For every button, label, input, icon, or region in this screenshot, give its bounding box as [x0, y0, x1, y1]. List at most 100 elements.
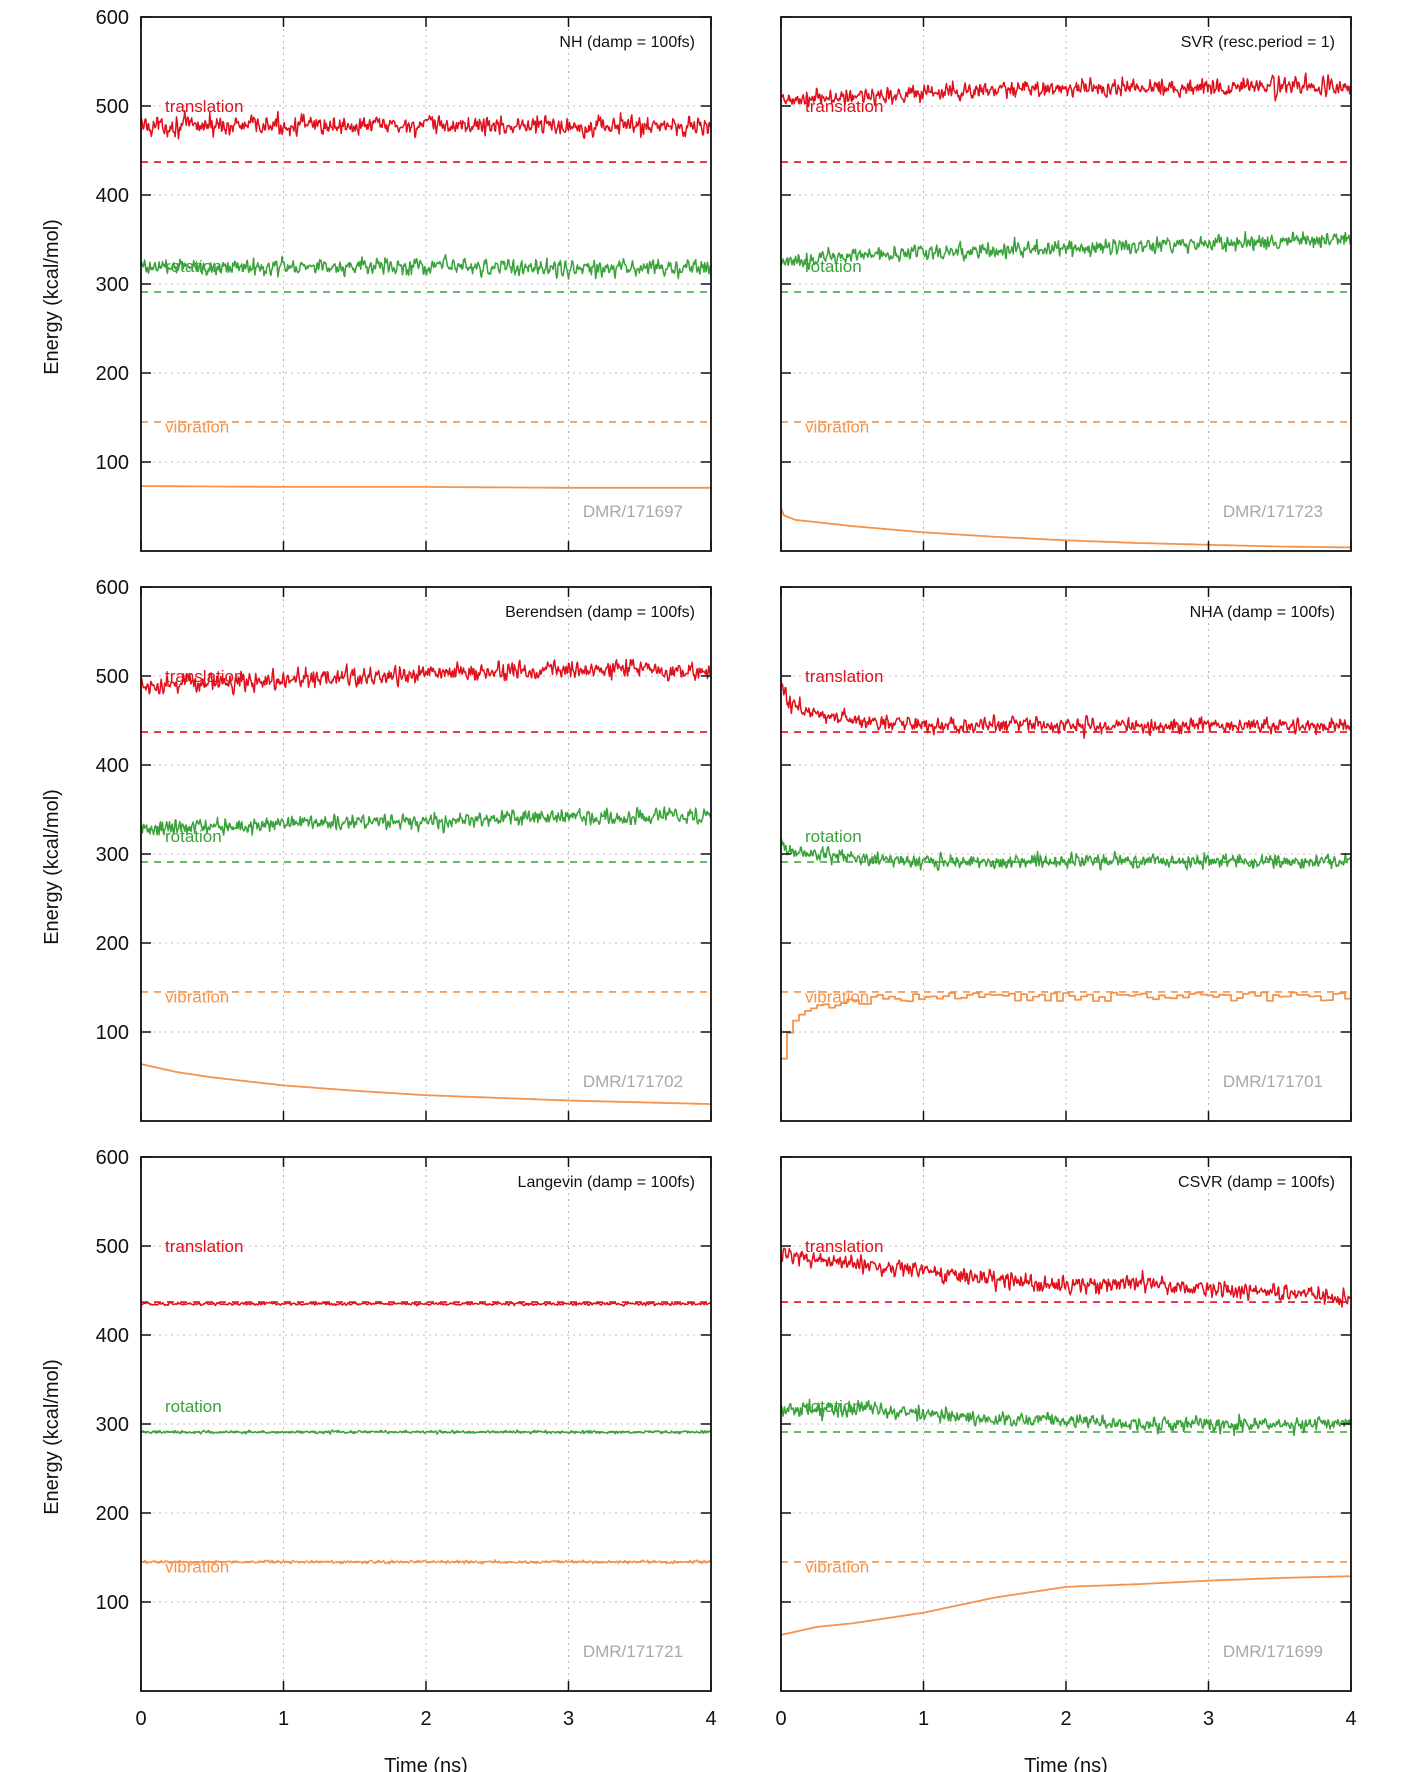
y-tick-label: 500 [96, 1236, 129, 1258]
ticks [140, 586, 712, 1121]
series-line-translation [141, 109, 711, 140]
grid [141, 1157, 711, 1691]
series-line-rotation [781, 836, 1351, 872]
series-label-vibration: vibration [165, 1557, 229, 1576]
series-label-rotation: rotation [805, 257, 862, 276]
series-label-vibration: vibration [165, 987, 229, 1006]
panel-langevin: translation rotation vibration Langevin (da… [41, 1147, 717, 1772]
panel-nh: translation rotation vibration NH (damp = 1… [41, 7, 712, 552]
ticks [780, 586, 1352, 1121]
panel-title: CSVR (damp = 100fs) [1178, 1174, 1335, 1191]
x-axis-label: Time (ns) [384, 1755, 468, 1772]
series-label-translation: translation [165, 1237, 243, 1256]
y-tick-label: 400 [96, 1325, 129, 1347]
x-axis-label: Time (ns) [1024, 1755, 1108, 1772]
x-tick-label: 1 [918, 1708, 929, 1730]
x-tick-label: 0 [775, 1708, 786, 1730]
x-tick-label: 3 [563, 1708, 574, 1730]
y-axis-label: Energy (kcal/mol) [41, 219, 63, 375]
x-tick-label: 3 [1203, 1708, 1214, 1730]
panel-id-label: DMR/171697 [583, 502, 683, 521]
x-tick-label: 1 [278, 1708, 289, 1730]
panel-svr: translation rotation vibration SVR (resc.pe… [780, 16, 1352, 552]
series-label-translation: translation [805, 1237, 883, 1256]
series-group [781, 1247, 1351, 1636]
x-tick-label: 4 [705, 1708, 716, 1730]
series-label-translation: translation [165, 97, 243, 116]
series-line-translation [781, 683, 1351, 739]
grid [781, 17, 1351, 551]
grid [781, 587, 1351, 1121]
panel-id-label: DMR/171721 [583, 1642, 683, 1661]
series-line-vibration [781, 991, 1351, 1060]
y-tick-label: 100 [96, 1592, 129, 1614]
series-line-vibration [781, 507, 1351, 549]
panel-title: NH (damp = 100fs) [559, 34, 695, 51]
panel-id-label: DMR/171699 [1223, 1642, 1323, 1661]
series-line-vibration [781, 1575, 1351, 1636]
panel-title: SVR (resc.period = 1) [1181, 34, 1335, 51]
series-line-rotation [781, 231, 1351, 271]
y-tick-label: 600 [96, 7, 129, 29]
panel-nha: translation rotation vibration NHA (damp = … [780, 586, 1352, 1122]
series-line-rotation [141, 253, 711, 280]
panel-berendsen: translation rotation vibration Berendsen (d… [41, 577, 712, 1122]
series-label-translation: translation [805, 667, 883, 686]
series-label-rotation: rotation [805, 827, 862, 846]
y-tick-label: 100 [96, 1022, 129, 1044]
y-tick-label: 400 [96, 755, 129, 777]
series-line-vibration [141, 1063, 711, 1105]
series-line-translation [781, 1247, 1351, 1308]
series-group [141, 658, 711, 1105]
series-label-rotation: rotation [805, 1397, 862, 1416]
y-axis-label: Energy (kcal/mol) [41, 789, 63, 945]
y-tick-label: 300 [96, 274, 129, 296]
series-label-translation: translation [805, 97, 883, 116]
series-label-vibration: vibration [805, 1557, 869, 1576]
x-tick-label: 2 [1060, 1708, 1071, 1730]
y-tick-label: 300 [96, 844, 129, 866]
series-label-translation: translation [165, 667, 243, 686]
ticks [780, 1156, 1352, 1691]
panel-csvr: translation rotation vibration CSVR (damp =… [775, 1156, 1357, 1772]
series-group [781, 72, 1351, 549]
y-axis-label: Energy (kcal/mol) [41, 1359, 63, 1515]
panel-id-label: DMR/171702 [583, 1072, 683, 1091]
y-tick-label: 500 [96, 666, 129, 688]
series-label-rotation: rotation [165, 1397, 222, 1416]
series-group [141, 109, 711, 489]
series-label-rotation: rotation [165, 827, 222, 846]
ticks [140, 16, 712, 551]
y-tick-label: 400 [96, 185, 129, 207]
series-line-vibration [141, 1559, 711, 1565]
series-label-vibration: vibration [165, 417, 229, 436]
series-line-vibration [141, 485, 711, 489]
series-line-rotation [141, 1429, 711, 1435]
y-tick-label: 500 [96, 96, 129, 118]
series-label-vibration: vibration [805, 987, 869, 1006]
series-line-translation [781, 72, 1351, 108]
series-line-rotation [781, 1398, 1351, 1437]
series-group [781, 683, 1351, 1060]
series-label-rotation: rotation [165, 257, 222, 276]
series-group [141, 1300, 711, 1565]
x-tick-label: 2 [420, 1708, 431, 1730]
y-tick-label: 600 [96, 577, 129, 599]
grid [141, 17, 711, 551]
ticks [780, 16, 1352, 551]
y-tick-label: 300 [96, 1414, 129, 1436]
panel-title: Langevin (damp = 100fs) [518, 1174, 695, 1191]
x-tick-label: 4 [1345, 1708, 1356, 1730]
y-tick-label: 200 [96, 363, 129, 385]
y-tick-label: 100 [96, 452, 129, 474]
y-tick-label: 200 [96, 1503, 129, 1525]
series-label-vibration: vibration [805, 417, 869, 436]
series-line-translation [141, 1300, 711, 1307]
grid [141, 587, 711, 1121]
panel-title: Berendsen (damp = 100fs) [505, 604, 695, 621]
panel-title: NHA (damp = 100fs) [1190, 604, 1335, 621]
panel-id-label: DMR/171701 [1223, 1072, 1323, 1091]
y-tick-label: 600 [96, 1147, 129, 1169]
series-line-rotation [141, 806, 711, 836]
